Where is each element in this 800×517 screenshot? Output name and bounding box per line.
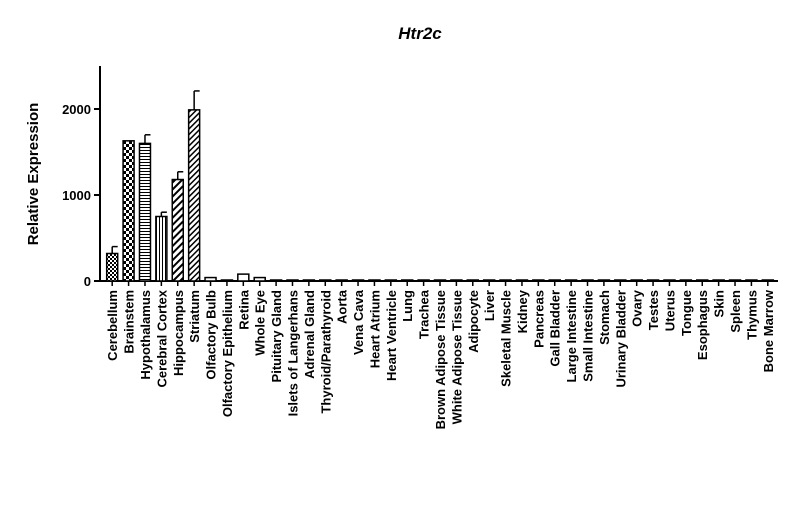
bar	[351, 279, 365, 282]
bar	[319, 279, 332, 282]
category-label: Stomach	[597, 290, 612, 345]
category-label: Uterus	[662, 290, 677, 331]
y-tick-label: 1000	[62, 188, 91, 203]
bar	[417, 279, 430, 282]
category-label: Skin	[712, 290, 727, 318]
bar	[646, 279, 660, 282]
category-label: Spleen	[728, 290, 743, 333]
bar	[105, 252, 119, 282]
bar	[597, 279, 611, 282]
category-label: Aorta	[335, 289, 350, 324]
bar	[581, 279, 594, 282]
bar	[253, 276, 266, 282]
bar	[499, 279, 512, 282]
category-label: Tongue	[679, 290, 694, 336]
y-axis-label: Relative Expression	[25, 103, 42, 246]
chart-title: Htr2c	[398, 24, 442, 43]
bar	[433, 279, 447, 282]
y-tick-label: 0	[84, 274, 91, 289]
category-label: Pituitary Gland	[269, 290, 284, 383]
bar	[564, 279, 578, 282]
category-label: Brown Adipose Tissue	[433, 290, 448, 429]
bar	[368, 279, 381, 282]
bar	[450, 279, 463, 282]
bar	[532, 279, 545, 282]
bar	[400, 279, 414, 282]
category-label: Skeletal Muscle	[499, 290, 514, 387]
category-label: Vena Cava	[351, 289, 366, 355]
bar	[204, 276, 217, 282]
bar	[187, 109, 201, 282]
bar	[302, 279, 316, 282]
category-label: Large Intestine	[564, 290, 579, 382]
category-label: Kidney	[515, 289, 530, 333]
category-label: Retina	[236, 289, 251, 330]
category-label: Whole Eye	[253, 290, 268, 356]
category-label: Ovary	[630, 289, 645, 327]
category-label: Esophagus	[695, 290, 710, 360]
bar	[745, 279, 758, 282]
bar	[155, 215, 168, 282]
category-label: Liver	[482, 290, 497, 321]
category-label: Heart Atrium	[367, 290, 382, 368]
bar	[728, 279, 742, 282]
category-label: Thyroid/Parathyroid	[318, 290, 333, 414]
category-label: Islets of Langerhans	[285, 290, 300, 416]
category-label: Heart Ventricle	[384, 290, 399, 381]
category-label: Small Intestine	[581, 290, 596, 382]
bar	[548, 279, 561, 282]
category-label: Thymus	[744, 290, 759, 340]
category-label: White Adipose Tissue	[449, 290, 464, 424]
bar	[614, 279, 627, 282]
category-label: Testes	[646, 290, 661, 330]
bar	[335, 279, 348, 282]
bar	[171, 178, 185, 282]
bar	[482, 279, 496, 282]
bar	[138, 142, 152, 282]
bar	[286, 279, 299, 282]
category-label: Brainstem	[122, 290, 137, 354]
category-label: Pancreas	[531, 290, 546, 348]
category-label: Olfactory Bulb	[204, 290, 219, 380]
bar	[761, 279, 775, 282]
category-label: Adipocyte	[466, 290, 481, 353]
bar	[679, 279, 693, 282]
bar	[237, 273, 250, 282]
category-label: Bone Marrow	[761, 289, 776, 372]
category-label: Trachea	[417, 289, 432, 339]
bar	[466, 279, 480, 282]
bar	[712, 279, 725, 282]
bar	[630, 279, 643, 282]
category-label: Olfactory Epithelium	[220, 290, 235, 417]
bar	[269, 279, 283, 282]
category-label: Adrenal Gland	[302, 290, 317, 379]
bar	[515, 279, 529, 282]
category-label: Gall Bladder	[548, 290, 563, 367]
bar	[220, 279, 234, 282]
category-label: Cerebellum	[105, 290, 120, 361]
bar	[695, 279, 709, 282]
category-label: Cerebral Cortex	[154, 289, 169, 387]
category-label: Hypothalamus	[138, 290, 153, 380]
bar	[384, 279, 398, 282]
category-label: Urinary Bladder	[613, 290, 628, 388]
category-label: Striatum	[187, 290, 202, 343]
bar	[663, 279, 676, 282]
bar	[122, 140, 135, 282]
category-label: Hippocampus	[171, 290, 186, 376]
y-tick-label: 2000	[62, 102, 91, 117]
category-label: Lung	[400, 290, 415, 322]
